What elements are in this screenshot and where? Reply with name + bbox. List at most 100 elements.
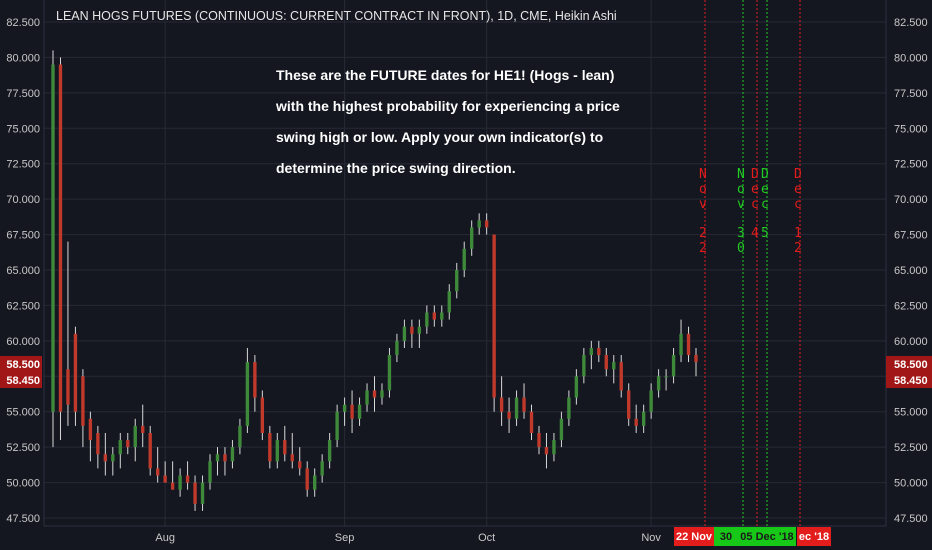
y-tick-label-left: 60.000 [6, 336, 40, 348]
candle-body [111, 454, 115, 462]
candle-body [178, 475, 182, 490]
date-tag [797, 527, 831, 546]
y-tick-label-right: 55.000 [894, 407, 928, 419]
candle-body [455, 270, 459, 292]
marker-month-char: v [737, 197, 745, 212]
candle-body [81, 376, 85, 426]
marker-month-char: o [737, 182, 745, 197]
candle-body [686, 333, 691, 356]
x-tick-label: Aug [155, 532, 175, 544]
candle-body [51, 64, 55, 412]
candle-body [73, 333, 78, 412]
candle-body [499, 397, 504, 412]
candle-body [671, 355, 676, 377]
x-tick-label: Oct [478, 532, 495, 544]
candle-body [380, 390, 384, 398]
marker-day-char: 3 [737, 226, 745, 241]
candle-body [313, 475, 317, 490]
y-tick-label-right: 50.000 [894, 478, 928, 490]
candle-body [327, 440, 332, 462]
candle-body [462, 248, 466, 270]
price-tag-left-label: 58.450 [6, 375, 40, 387]
marker-month-char: c [794, 197, 802, 212]
candle-body [597, 347, 601, 356]
date-tag-label: 30 [720, 531, 732, 543]
marker-day-char: 1 [794, 226, 802, 241]
price-tag-left [0, 372, 42, 388]
candle-body [215, 454, 220, 462]
marker-month-char: D [794, 167, 802, 182]
candle-body [567, 397, 571, 419]
candle-body [679, 333, 683, 356]
y-tick-label-right: 65.000 [894, 265, 928, 277]
candle-body [290, 454, 294, 462]
price-tag-right-label: 58.500 [894, 359, 928, 371]
marker-month-char: c [751, 197, 759, 212]
candle-body [342, 404, 347, 412]
annotation-line: These are the FUTURE dates for HE1! (Hog… [276, 67, 615, 83]
candle-body [529, 411, 534, 433]
marker-month-char: D [751, 167, 759, 182]
marker-month-char: D [761, 167, 769, 182]
candle-body [350, 404, 354, 419]
y-tick-label-left: 50.000 [6, 478, 40, 490]
y-tick-label-left: 47.500 [6, 513, 40, 525]
candle-body [440, 312, 444, 320]
candle-body [298, 461, 302, 469]
candle-body [552, 440, 556, 455]
candle-body [170, 482, 175, 490]
candle-body [402, 326, 407, 341]
marker-day-char: 5 [761, 226, 769, 241]
x-tick-label: Nov [641, 532, 661, 544]
y-tick-label-right: 70.000 [894, 194, 928, 206]
y-tick-label-left: 62.500 [6, 300, 40, 312]
candle-body [275, 440, 279, 462]
candle-body [223, 454, 227, 462]
candle-body [365, 390, 369, 405]
marker-month-char: N [737, 167, 745, 182]
marker-day-char: 0 [737, 241, 745, 256]
marker-month-char: e [794, 182, 802, 197]
x-tick-label: Sep [335, 532, 355, 544]
candle-body [148, 432, 152, 469]
date-tag-label: 22 Nov [676, 531, 713, 543]
candle-body [537, 432, 541, 448]
candle-body [208, 461, 212, 483]
candle-body [253, 362, 257, 398]
date-tag-label: 05 Dec '18 [740, 531, 793, 543]
candle-body [514, 397, 519, 419]
y-tick-label-right: 75.000 [894, 123, 928, 135]
y-tick-label-right: 80.000 [894, 52, 928, 64]
candle-body [604, 355, 608, 370]
candle-body [417, 326, 422, 334]
y-tick-label-left: 75.000 [6, 123, 40, 135]
y-tick-label-left: 65.000 [6, 265, 40, 277]
y-tick-label-left: 67.500 [6, 230, 40, 242]
y-tick-label-right: 60.000 [894, 336, 928, 348]
candle-body [230, 447, 235, 462]
marker-day-char: 2 [699, 226, 707, 241]
candle-body [544, 447, 549, 455]
candle-body [163, 475, 167, 483]
marker-day-char: 2 [794, 241, 802, 256]
candle-body [305, 468, 309, 490]
date-tag [714, 527, 738, 546]
candle-body [126, 440, 130, 448]
annotation-line: determine the price swing direction. [276, 160, 516, 176]
candle-body [664, 376, 668, 378]
y-tick-label-left: 70.000 [6, 194, 40, 206]
y-tick-label-right: 52.500 [894, 442, 928, 454]
candle-body [582, 355, 586, 377]
candle-body [649, 390, 653, 412]
candle-body [88, 418, 93, 441]
marker-month-char: N [699, 167, 707, 182]
candle-body [410, 326, 414, 334]
marker-month-char: e [751, 182, 759, 197]
date-tag-label: ec '18 [799, 531, 829, 543]
y-tick-label-left: 55.000 [6, 407, 40, 419]
marker-day-char: 4 [751, 226, 759, 241]
candle-body [193, 482, 197, 504]
annotation-line: swing high or low. Apply your own indica… [276, 129, 604, 145]
